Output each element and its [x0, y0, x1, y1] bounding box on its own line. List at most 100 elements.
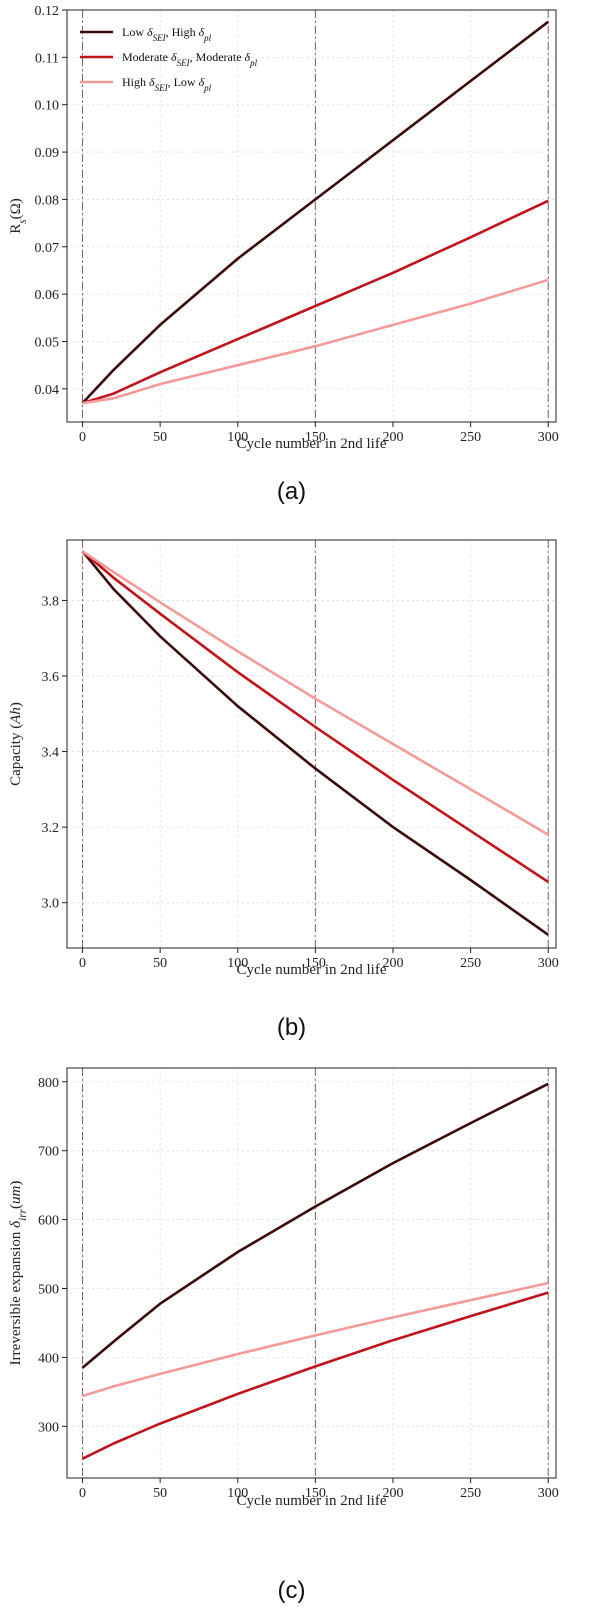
chart-panel-1: 0 50 100 150 200 250 300 0.04 0.05 0.06 0.07 0.08 0.…: [8, 4, 559, 505]
legend.2.parts-part: δ: [199, 75, 205, 89]
legend.0.parts-part: SEI: [153, 33, 167, 43]
chart_data.2.ylabel_parts-part: (: [8, 1204, 24, 1209]
legend.0.parts-part: δ: [147, 25, 153, 39]
chart_data.1.ylabel_parts-part: Ah: [8, 707, 24, 725]
panel-label: (a): [277, 478, 306, 505]
y-tick-label: 3.0: [42, 897, 60, 912]
y-tick-label: 0.12: [35, 4, 60, 19]
y-tick-label: 300: [38, 1420, 59, 1435]
panel-label: (b): [277, 1014, 306, 1041]
legend-entry: Moderate δSEI, Moderate δpl: [122, 50, 258, 68]
legend.0.parts-part: Low: [122, 25, 147, 39]
legend-entry: Low δSEI, High δpl: [122, 25, 212, 43]
chart_data.1.ylabel_parts-part: Capacity (: [8, 724, 24, 786]
series-line-3: [81, 550, 549, 836]
series-line-2: [81, 1291, 549, 1460]
chart_data.2.ylabel_parts-part: Irreversible expansion: [8, 1228, 24, 1365]
x-tick-label: 100: [227, 430, 248, 445]
chart-panel-3: 0 50 100 150 200 250 300 300 400 500 600 700 800 Cycl…: [8, 1067, 559, 1604]
legend.0.parts-part: pl: [203, 33, 212, 43]
x-tick-label: 250: [460, 430, 481, 445]
x-tick-label: 300: [538, 1486, 559, 1501]
x-axis-label: Cycle number in 2nd life: [237, 1493, 387, 1509]
y-tick-label: 0.09: [35, 146, 60, 161]
grid: [67, 540, 556, 948]
x-tick-label: 250: [460, 1486, 481, 1501]
y-tick-label: 0.10: [35, 99, 60, 114]
x-axis-label: Cycle number in 2nd life: [237, 962, 387, 978]
grid: [67, 1068, 556, 1478]
y-tick-label: 400: [38, 1351, 59, 1366]
series-line-2: [82, 199, 549, 405]
x-tick-label: 150: [305, 430, 326, 445]
legend.1.parts-part: Moderate: [122, 50, 171, 64]
y-tick-label: 0.05: [35, 335, 60, 350]
legend.2.parts-part: , Low: [168, 75, 199, 89]
x-tick-label: 50: [153, 1486, 167, 1501]
legend.2.parts-part: δ: [149, 75, 155, 89]
legend.1.parts-part: pl: [249, 58, 258, 68]
chart-panel-2: 0 50 100 150 200 250 300 3.0 3.2 3.4 3.6 3.8 Cycle n…: [8, 539, 559, 1041]
x-tick-label: 0: [79, 956, 86, 971]
series-line-1: [81, 550, 549, 936]
x-tick-label: 150: [305, 956, 326, 971]
y-tick-label: 0.06: [35, 288, 60, 303]
chart_data.0.ylabel_parts-part: R: [8, 224, 24, 234]
y-tick-label: 0.07: [35, 241, 60, 256]
x-tick-label: 50: [153, 956, 167, 971]
x-tick-label: 100: [227, 956, 248, 971]
y-tick-label: 600: [38, 1214, 59, 1229]
series-line-3: [82, 1281, 549, 1398]
x-tick-label: 0: [79, 430, 86, 445]
legend.2.parts-part: SEI: [155, 83, 169, 93]
chart_data.1.ylabel_parts-part: ): [8, 702, 24, 707]
y-tick-label: 3.6: [42, 670, 60, 685]
chart_data.2.ylabel_parts-part: ): [8, 1181, 24, 1186]
chart_data.0.ylabel_parts-part: (Ω): [8, 198, 24, 219]
y-tick-label: 0.08: [35, 193, 60, 208]
series-line-1: [81, 1082, 549, 1369]
y-tick-label: 3.4: [42, 746, 60, 761]
x-tick-label: 100: [227, 1486, 248, 1501]
x-tick-label: 200: [383, 1486, 404, 1501]
legend.2.parts-part: pl: [203, 83, 212, 93]
x-axis-label: Cycle number in 2nd life: [237, 436, 387, 452]
x-tick-label: 300: [538, 956, 559, 971]
plot-frame: [66, 9, 557, 423]
legend.1.parts-part: SEI: [177, 58, 191, 68]
x-tick-label: 0: [79, 1486, 86, 1501]
x-tick-label: 150: [305, 1486, 326, 1501]
chart_data.0.ylabel_parts-part: s: [17, 219, 29, 224]
x-tick-label: 200: [383, 430, 404, 445]
chart_data.2.ylabel_parts-part: um: [8, 1186, 24, 1205]
x-tick-label: 300: [538, 430, 559, 445]
series-line-2: [81, 550, 549, 883]
legend.2.parts-part: High: [122, 75, 149, 89]
x-tick-label: 200: [383, 956, 404, 971]
y-tick-label: 3.8: [42, 594, 60, 609]
x-tick-label: 50: [153, 430, 167, 445]
legend-entry: High δSEI, Low δpl: [122, 75, 212, 93]
x-tick-label: 250: [460, 956, 481, 971]
legend.1.parts-part: , Moderate: [190, 50, 245, 64]
legend.0.parts-part: δ: [199, 25, 205, 39]
panel-label: (c): [278, 1577, 306, 1604]
y-tick-label: 500: [38, 1283, 59, 1298]
y-tick-label: 0.11: [35, 51, 59, 66]
y-axis-label: Irreversible expansion δirr(um): [8, 1181, 29, 1366]
chart_data.2.ylabel_parts-part: δ: [8, 1220, 24, 1228]
plot-frame: [66, 539, 557, 949]
legend.1.parts-part: δ: [171, 50, 177, 64]
y-axis-label: Capacity (Ah): [8, 702, 24, 786]
chart_data.2.ylabel_parts-part: irr: [17, 1208, 29, 1221]
plot-frame: [66, 1067, 557, 1479]
legend.1.parts-part: δ: [245, 50, 251, 64]
y-tick-label: 800: [38, 1076, 59, 1091]
y-tick-label: 0.04: [35, 383, 60, 398]
y-axis-label: Rs(Ω): [8, 198, 29, 234]
legend.0.parts-part: , High: [166, 25, 199, 39]
y-tick-label: 3.2: [42, 821, 60, 836]
series-line-1: [81, 20, 549, 404]
